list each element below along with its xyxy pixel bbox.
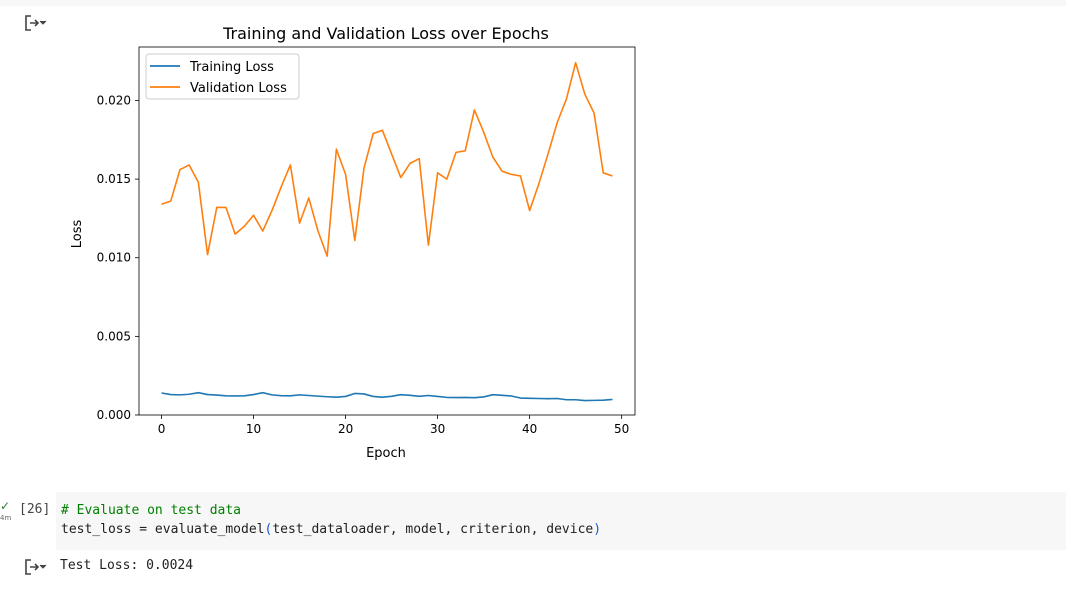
y-tick-label: 0.000 xyxy=(97,408,131,422)
legend-label: Validation Loss xyxy=(190,81,287,96)
y-axis-label: Loss xyxy=(70,220,85,249)
x-axis-label: Epoch xyxy=(366,446,406,461)
previous-cell-strip xyxy=(0,0,1066,6)
execution-time: 4m xyxy=(0,514,12,522)
x-tick-label: 30 xyxy=(430,422,445,436)
x-tick-label: 40 xyxy=(522,422,537,436)
series-line-validation-loss xyxy=(161,61,613,257)
series-line-training-loss xyxy=(161,391,613,402)
code-open-paren: ( xyxy=(264,522,273,537)
code-close-paren: ) xyxy=(593,522,602,537)
code-call: test_loss = evaluate_model xyxy=(61,522,265,537)
code-line-1[interactable]: # Evaluate on test data xyxy=(61,503,241,518)
test-loss-output: Test Loss: 0.0024 xyxy=(60,558,194,573)
y-tick-label: 0.020 xyxy=(97,93,131,107)
loss-chart: Training and Validation Loss over Epochs… xyxy=(70,24,636,461)
chart-title: Training and Validation Loss over Epochs xyxy=(222,24,549,43)
x-tick-label: 0 xyxy=(158,422,166,436)
code-cell-editor[interactable]: # Evaluate on test data test_loss = eval… xyxy=(56,492,1066,550)
output-toggle-icon[interactable] xyxy=(25,14,47,32)
x-tick-label: 20 xyxy=(338,422,353,436)
y-tick-label: 0.015 xyxy=(97,172,131,186)
cell-status: ✓ 4m xyxy=(0,500,14,526)
legend-label: Training Loss xyxy=(189,60,274,75)
y-tick-label: 0.005 xyxy=(97,329,131,343)
code-line-2[interactable]: test_loss = evaluate_model(test_dataload… xyxy=(61,522,601,537)
success-check-icon: ✓ xyxy=(0,499,11,513)
y-tick-label: 0.010 xyxy=(97,251,131,265)
code-args: test_dataloader, model, criterion, devic… xyxy=(272,522,594,537)
x-tick-label: 10 xyxy=(246,422,261,436)
legend-box xyxy=(145,53,300,100)
output-toggle-icon[interactable] xyxy=(25,558,47,576)
code-comment: # Evaluate on test data xyxy=(61,503,242,518)
plot-frame xyxy=(138,46,636,416)
execution-count[interactable]: [26] xyxy=(19,502,51,517)
x-tick-label: 50 xyxy=(614,422,629,436)
